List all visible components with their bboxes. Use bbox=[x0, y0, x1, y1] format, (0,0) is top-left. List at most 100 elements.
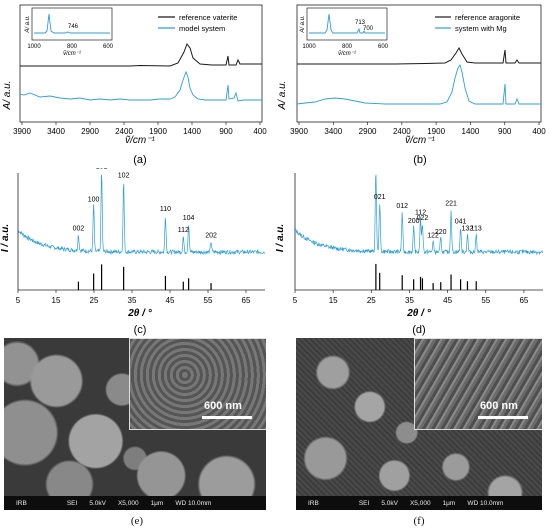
x-tick-label: 25 bbox=[90, 296, 99, 305]
xrd-panel-c: I / a.u. 002 100 101 102 110 104 112 202 5 15 25 35… bbox=[0, 168, 266, 336]
peak-label-221: 221 bbox=[445, 201, 457, 208]
x-tick-label: 3900 bbox=[13, 127, 31, 136]
x-tick-label: 65 bbox=[519, 296, 528, 305]
legend-label-model-system: model system bbox=[179, 24, 225, 33]
sem-image-f: 600 nm IRB SEI 5.0kV X5,000 1μm WD 10.0mm bbox=[296, 338, 542, 510]
inset-xlabel-a: ṽ/cm⁻¹ bbox=[63, 51, 81, 57]
peak-label-002: 002 bbox=[73, 226, 85, 233]
series-line-model-system bbox=[19, 70, 262, 102]
panel-label-c: (c) bbox=[134, 324, 147, 336]
scalebar-label-e: 600 nm bbox=[204, 400, 242, 412]
inset-frame-b bbox=[306, 7, 388, 41]
x-tick-label: 15 bbox=[52, 296, 61, 305]
peak-label-112: 112 bbox=[415, 209, 426, 216]
inset-series-b bbox=[309, 13, 385, 34]
inset-xtick-a-2: 600 bbox=[103, 44, 114, 50]
scalebar-line-e bbox=[202, 416, 252, 419]
inset-xtick-b-0: 1000 bbox=[302, 44, 316, 50]
inset-xtick-a-1: 800 bbox=[67, 44, 78, 50]
x-tick-label: 3400 bbox=[324, 127, 342, 136]
panel-label-e: (e) bbox=[130, 515, 144, 527]
ftir-panel-a: A/ a.u. 3900 3400 2900 2400 1900 1400 900 400 ṽ… bbox=[2, 4, 267, 166]
panel-label-a: (a) bbox=[133, 154, 146, 166]
series-line-reference-vaterite bbox=[20, 42, 262, 67]
series-line-system-with-mg bbox=[296, 63, 541, 105]
peak-label-200: 200 bbox=[408, 218, 420, 225]
panel-label-d: (d) bbox=[412, 324, 425, 336]
x-tick-label: 900 bbox=[219, 127, 233, 136]
x-tick-label: 5 bbox=[16, 296, 21, 305]
y-axis-label-c: I / a.u. bbox=[0, 224, 11, 252]
peak-label-122: 122 bbox=[427, 232, 439, 239]
y-axis-label-a: A/ a.u. bbox=[2, 81, 13, 111]
x-tick-label: 1400 bbox=[183, 127, 201, 136]
inset-xlabel-b: ṽ/cm⁻¹ bbox=[338, 51, 356, 57]
x-tick-label: 35 bbox=[128, 296, 137, 305]
series-line-reference-aragonite bbox=[297, 46, 541, 65]
x-ticks-b: 3900 3400 2900 2400 1900 1400 900 400 bbox=[290, 122, 546, 136]
x-tick-label: 2400 bbox=[115, 127, 133, 136]
x-tick-label: 35 bbox=[405, 296, 414, 305]
x-tick-label: 55 bbox=[204, 296, 213, 305]
x-ticks-a: 3900 3400 2900 2400 1900 1400 900 400 bbox=[13, 122, 267, 136]
peak-label-112: 112 bbox=[178, 227, 189, 234]
inset-ylabel-a: A/ a.u. bbox=[25, 15, 31, 33]
peak-label-041: 041 bbox=[455, 218, 467, 225]
xrd-panel-d: I / a.u. 1110210122001120221222202210411… bbox=[275, 168, 544, 336]
x-tick-label: 1400 bbox=[462, 127, 480, 136]
x-axis-label-c: 2θ / ° bbox=[127, 308, 152, 319]
x-tick-label: 1900 bbox=[149, 127, 167, 136]
x-axis-label-a: ṽ/cm⁻¹ bbox=[125, 135, 155, 146]
peak-label-220: 220 bbox=[435, 229, 447, 236]
inset-frame-a bbox=[31, 7, 113, 41]
xrd-series-sample bbox=[294, 174, 544, 256]
x-tick-label: 1900 bbox=[427, 127, 445, 136]
inset-peak-label-746: 746 bbox=[68, 24, 79, 30]
x-tick-label: 5 bbox=[293, 296, 298, 305]
xrd-series-sample bbox=[17, 174, 266, 256]
x-tick-label: 900 bbox=[498, 127, 512, 136]
x-tick-label: 400 bbox=[532, 127, 546, 136]
peak-label-021: 021 bbox=[374, 194, 386, 201]
peak-label-101: 101 bbox=[96, 168, 108, 170]
y-axis-label-d: I / a.u. bbox=[275, 224, 286, 252]
x-tick-label: 55 bbox=[481, 296, 490, 305]
sem-inset-e bbox=[129, 338, 266, 430]
legend-label-reference-vaterite: reference vaterite bbox=[179, 13, 237, 22]
x-tick-label: 65 bbox=[242, 296, 251, 305]
sem-image-e: 600 nm IRB SEI 5.0kV X5,000 1μm WD 10.0mm bbox=[4, 338, 266, 510]
inset-xtick-b-1: 800 bbox=[342, 44, 353, 50]
peak-label-102: 102 bbox=[118, 172, 130, 179]
scalebar-line-f bbox=[478, 416, 528, 419]
scalebar-label-f: 600 nm bbox=[480, 400, 518, 412]
inset-peak-label-713: 713 bbox=[355, 20, 366, 26]
sem-info-bar-f: IRB SEI 5.0kV X5,000 1μm WD 10.0mm bbox=[296, 496, 542, 510]
x-tick-label: 15 bbox=[329, 296, 338, 305]
x-tick-label: 3900 bbox=[290, 127, 308, 136]
x-tick-label: 45 bbox=[443, 296, 452, 305]
xrd-plot-d: 1110210122001120221222202210411321135152… bbox=[293, 168, 544, 305]
peak-label-104: 104 bbox=[183, 215, 195, 222]
legend-label-system-with-mg: system with Mg bbox=[455, 24, 507, 33]
x-tick-label: 2400 bbox=[393, 127, 411, 136]
x-tick-label: 2900 bbox=[359, 127, 377, 136]
xrd-plot-c: 002 100 101 102 110 104 112 202 5 15 25 35 45 55 65 bbox=[16, 168, 266, 305]
sem-inset-f bbox=[414, 338, 542, 430]
inset-ylabel-b: A/ a.u. bbox=[300, 15, 306, 33]
peak-label-113: 113 bbox=[471, 225, 482, 232]
y-axis-label-b: A/ a.u. bbox=[277, 81, 288, 111]
x-tick-label: 25 bbox=[367, 296, 376, 305]
sem-info-bar-e: IRB SEI 5.0kV X5,000 1μm WD 10.0mm bbox=[4, 496, 266, 510]
peak-label-202: 202 bbox=[205, 232, 217, 239]
panel-label-f: (f) bbox=[413, 515, 425, 527]
peak-label-132: 132 bbox=[462, 225, 474, 232]
peak-label-110: 110 bbox=[160, 206, 171, 213]
x-axis-label-b: ṽ/cm⁻¹ bbox=[405, 135, 435, 146]
peak-label-100: 100 bbox=[88, 196, 100, 203]
inset-peak-label-700: 700 bbox=[363, 26, 374, 32]
x-tick-label: 2900 bbox=[81, 127, 99, 136]
peak-label-012: 012 bbox=[396, 203, 408, 210]
ftir-panel-b: A/ a.u. 3900 3400 2900 2400 1900 1400 900 400 ṽ… bbox=[277, 4, 546, 166]
x-tick-label: 45 bbox=[166, 296, 175, 305]
inset-xtick-b-2: 600 bbox=[378, 44, 389, 50]
